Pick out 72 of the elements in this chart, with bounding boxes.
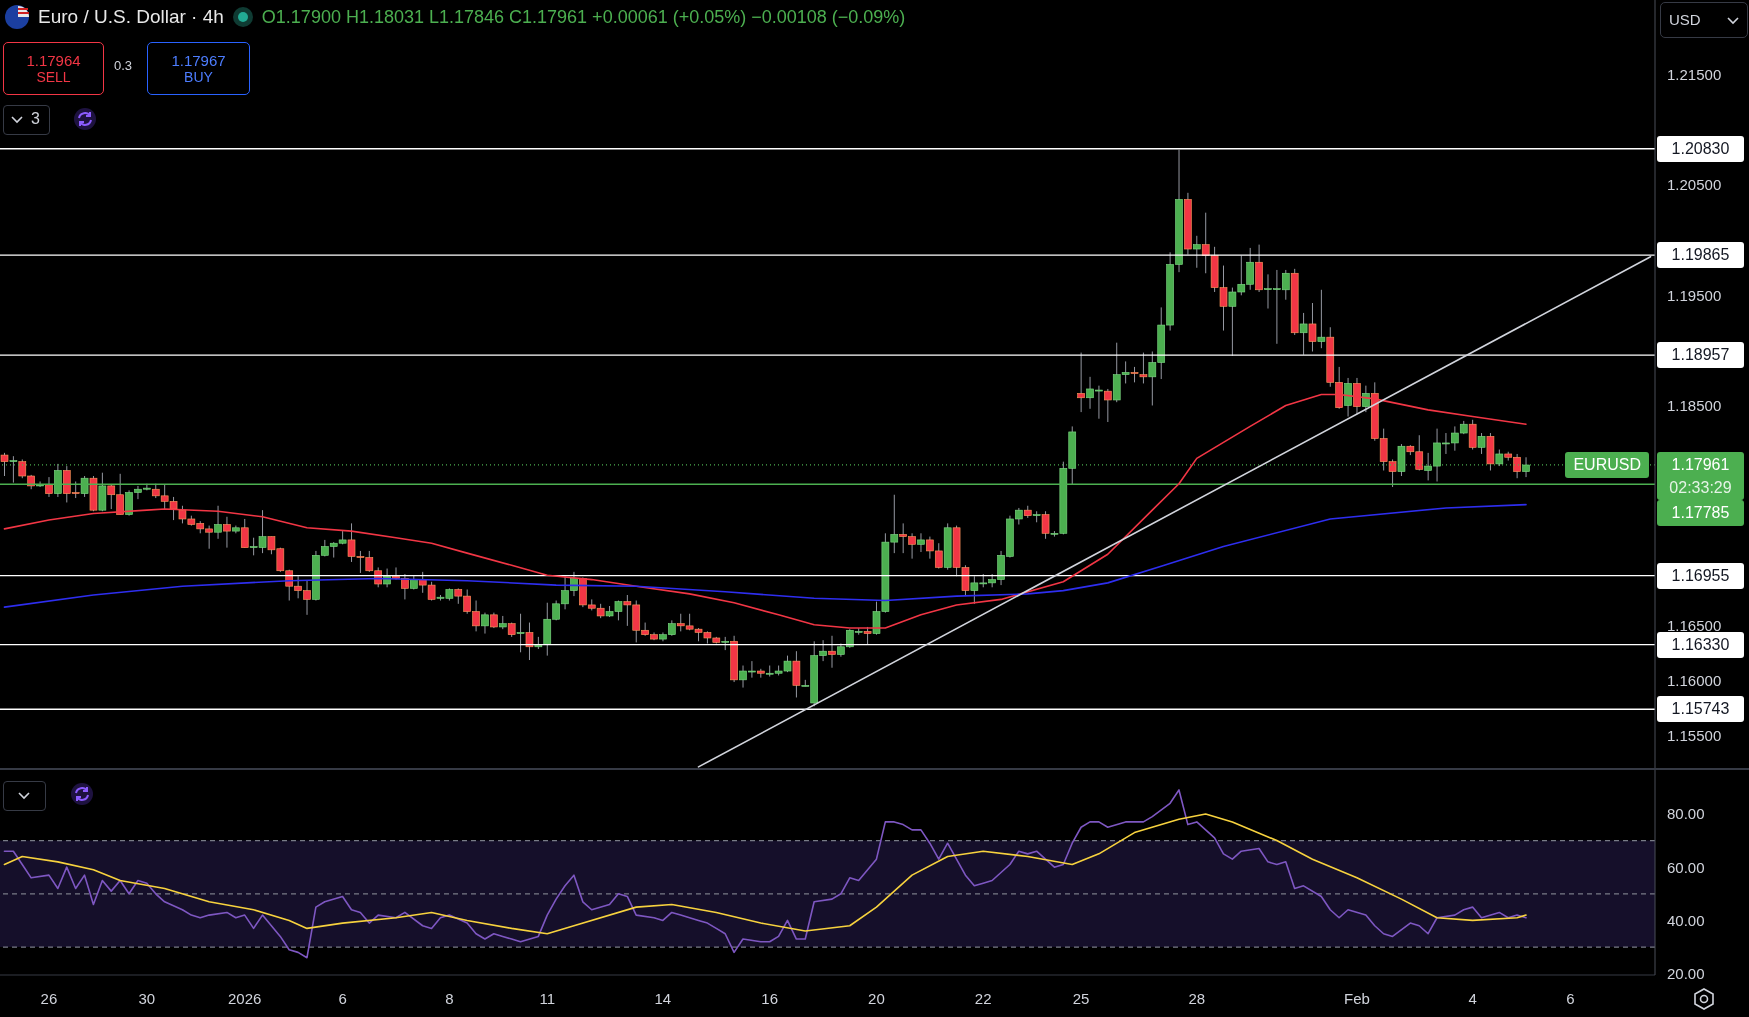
y-tick-label: 40.00 [1667, 911, 1705, 929]
y-tick-label: 80.00 [1667, 805, 1705, 823]
candlestick [214, 505, 222, 540]
annotation: 1.17967 [171, 52, 226, 69]
x-tick-label: 22 [974, 989, 992, 1007]
x-tick-label: 11 [539, 989, 556, 1007]
y-tick-label: 1.21500 [1667, 66, 1722, 84]
x-tick-label: Feb [1343, 989, 1370, 1007]
dropdown-button: USD [1660, 2, 1748, 38]
y-tick-label: 1.20500 [1667, 176, 1722, 194]
annotation: SELL [36, 69, 71, 85]
text: 02:33:29 [1668, 477, 1733, 498]
x-tick-label: 30 [138, 989, 156, 1007]
y-tick-label: 60.00 [1667, 858, 1705, 876]
ref-line-label: 1.19865 [1657, 242, 1744, 269]
candlestick [1077, 352, 1085, 413]
x-tick-label: 2026 [228, 989, 262, 1007]
candlestick [1139, 352, 1148, 384]
x-tick-label: 25 [1072, 989, 1090, 1007]
candlestick [1308, 302, 1317, 352]
candlestick [1201, 212, 1210, 274]
x-tick-label: 20 [868, 989, 885, 1007]
annotation: 1.17964 [26, 52, 81, 69]
candlestick [481, 612, 489, 635]
ref-line-label: 1.17961 [1670, 454, 1731, 475]
annotation: 3 [31, 110, 40, 128]
line-series [3, 503, 1527, 608]
x-tick-label: 14 [654, 989, 672, 1007]
candlestick [1468, 419, 1477, 451]
line-series [3, 789, 1527, 959]
x-tick-label: 6 [338, 989, 347, 1007]
candlestick [516, 613, 525, 653]
ref-line-label: 1.16330 [1671, 635, 1730, 653]
x-tick-label: 8 [445, 989, 454, 1007]
y-tick-label: 1.16500 [1667, 617, 1722, 635]
ref-line-label: 1.16955 [1657, 562, 1744, 589]
line-series [3, 813, 1527, 935]
chart-title: Euro / U.S. Dollar · 4h [38, 6, 224, 28]
x-tick-label: 26 [40, 989, 58, 1007]
candlestick [1362, 385, 1370, 413]
x-tick-label: 6 [1566, 989, 1575, 1007]
dropdown-button: 3 [3, 105, 50, 135]
candlestick [223, 516, 231, 549]
candlestick [1317, 289, 1326, 349]
annotation: 0.3 [114, 58, 133, 73]
y-tick-label: 1.19500 [1667, 286, 1722, 304]
ref-line-label: 1.17785 [1657, 499, 1744, 526]
candlestick [1344, 377, 1352, 418]
annotation: EURUSD [1565, 451, 1649, 478]
candlestick [1299, 312, 1308, 356]
annotation: BUY [184, 69, 213, 85]
y-tick-label: 1.15500 [1667, 727, 1722, 745]
candlestick [0, 452, 9, 477]
ref-line-label: 1.20830 [1657, 135, 1744, 162]
candlestick [1193, 235, 1201, 269]
y-tick-label: 20.00 [1667, 964, 1705, 982]
candlestick [525, 622, 534, 661]
candlestick [1477, 432, 1486, 455]
candlestick [1104, 388, 1112, 423]
ref-line-label: 1.18957 [1657, 342, 1744, 369]
y-tick-label: 1.18500 [1667, 396, 1722, 414]
chart-subtitle: O1.17900 H1.18031 L1.17846 C1.17961 +0.00061 (+0.05%) −0.00108 (−0.09%) [261, 6, 906, 28]
x-tick-label: 4 [1468, 989, 1477, 1007]
x-tick-label: 28 [1188, 989, 1206, 1007]
y-tick-label: 1.16000 [1667, 672, 1722, 690]
candlestick [917, 532, 925, 553]
ref-line-label: 1.15743 [1657, 696, 1744, 723]
candlestick [1041, 510, 1050, 540]
candlestick [240, 518, 249, 549]
x-tick-label: 16 [761, 989, 779, 1007]
candlestick [45, 476, 53, 498]
candlestick [828, 635, 836, 669]
